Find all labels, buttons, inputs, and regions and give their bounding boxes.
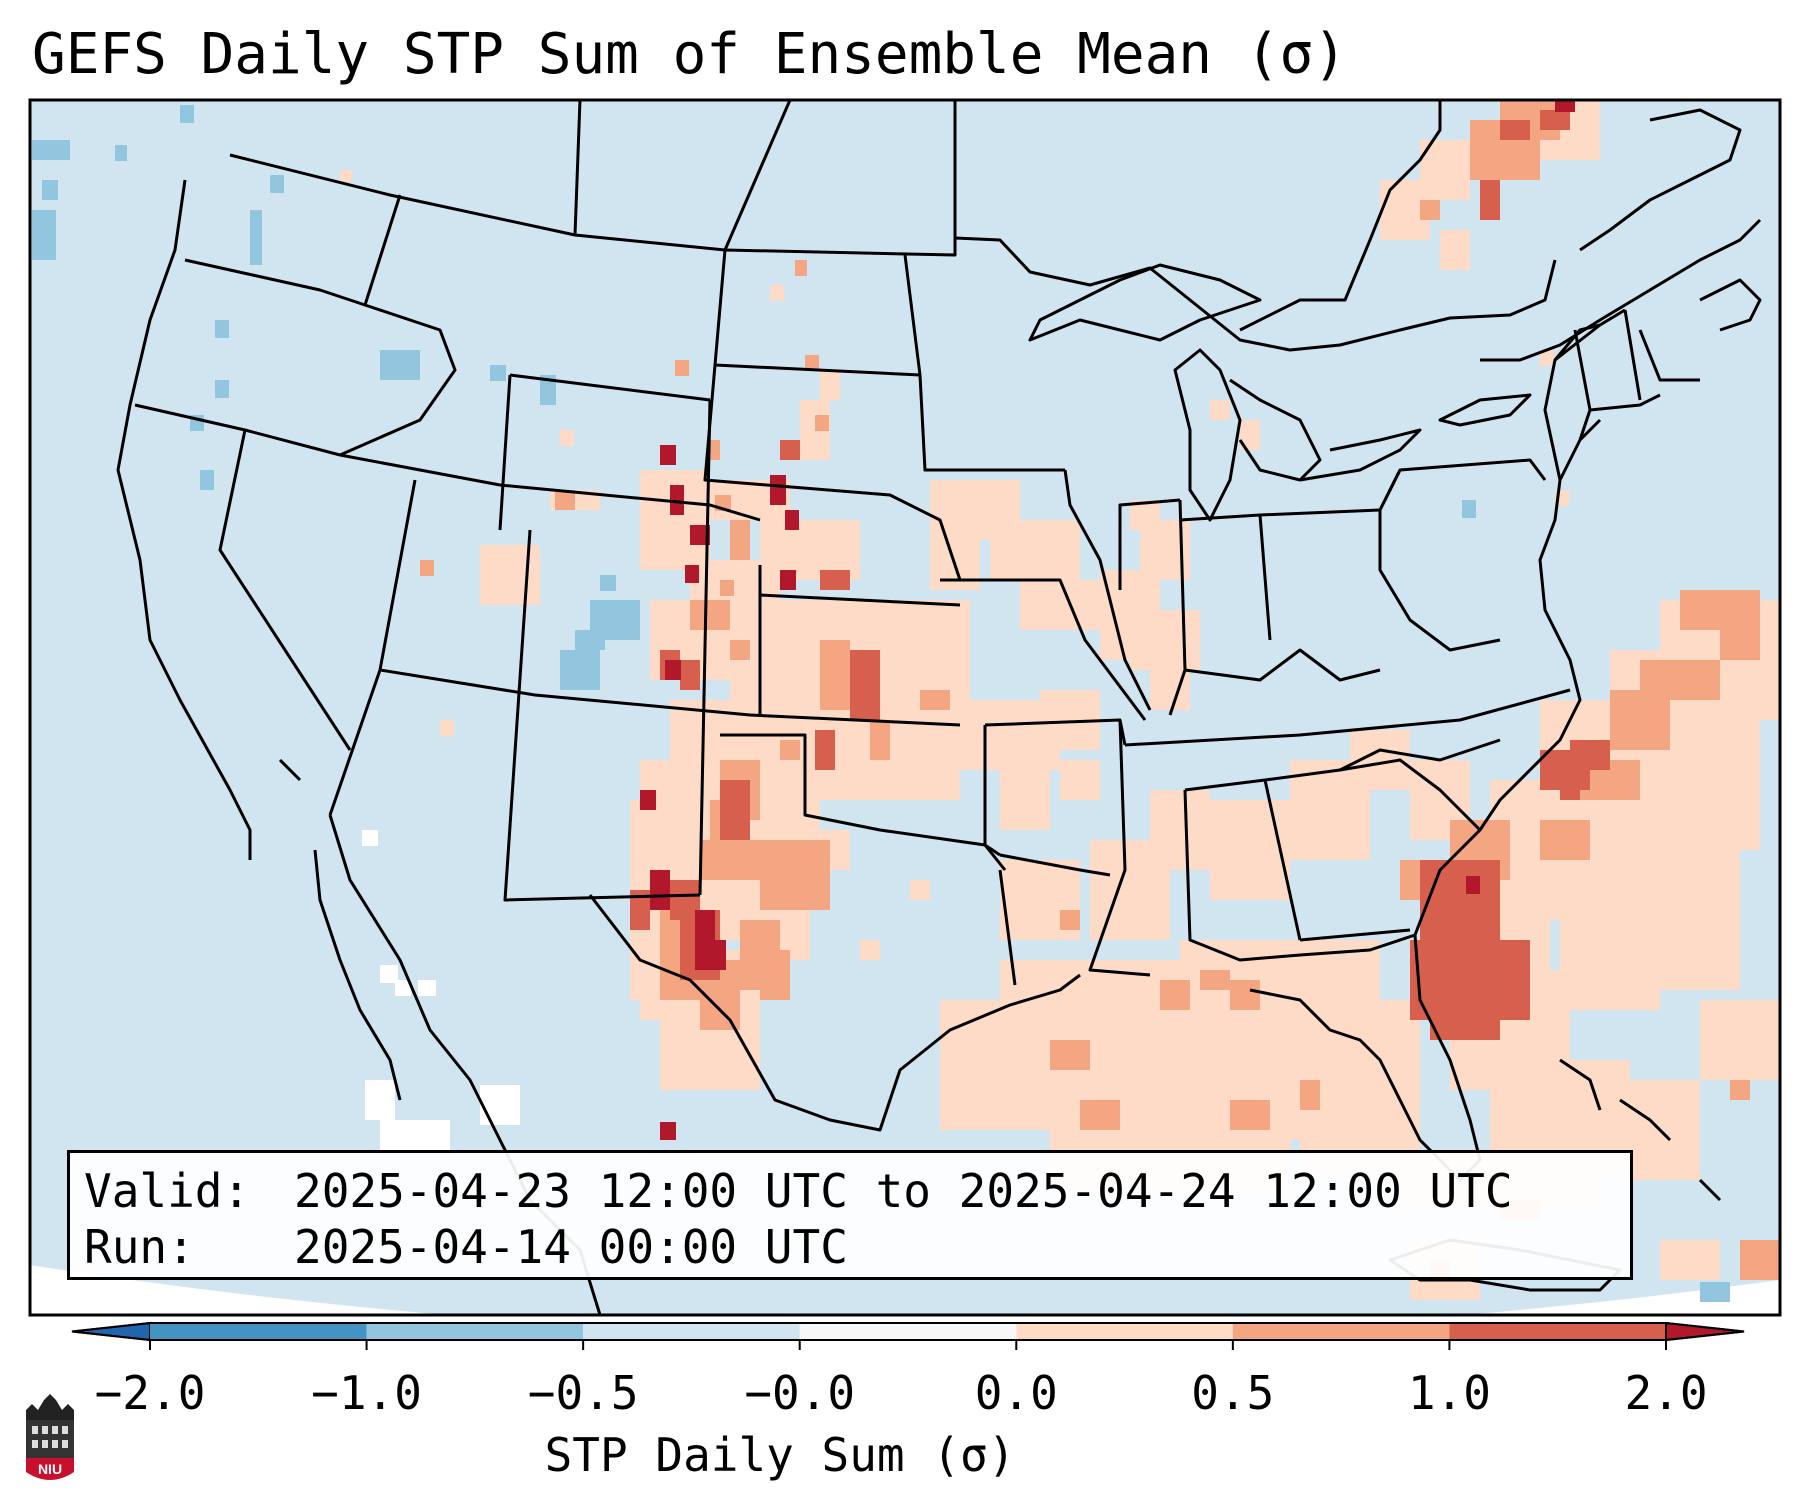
colorbar-tick-label: 1.0 <box>1407 1366 1491 1420</box>
colorbar-segment <box>150 1323 367 1340</box>
colorbar-segment <box>583 1323 800 1340</box>
colorbar-segment <box>366 1323 584 1340</box>
run-value: 2025-04-14 00:00 UTC <box>294 1220 848 1274</box>
colorbar-tick-label: 2.0 <box>1624 1366 1708 1420</box>
colorbar-segment <box>1232 1323 1450 1340</box>
valid-label: Valid: <box>84 1164 251 1218</box>
colorbar-tick-label: −1.0 <box>311 1366 422 1420</box>
map-frame <box>28 98 1782 1317</box>
colorbar-tick-label: 0.0 <box>974 1366 1058 1420</box>
map-title: GEFS Daily STP Sum of Ensemble Mean (σ) <box>32 22 1347 87</box>
colorbar-segment <box>799 1323 1017 1340</box>
svg-text:NIU: NIU <box>38 1461 62 1477</box>
valid-line: Valid: 2025-04-23 12:00 UTC to 2025-04-24… <box>84 1163 1616 1219</box>
colorbar-tick-label: −2.0 <box>94 1366 206 1420</box>
colorbar-tick-label: 0.5 <box>1191 1366 1275 1420</box>
very-high-positive-cells <box>640 100 1575 1140</box>
valid-value: 2025-04-23 12:00 UTC to 2025-04-24 12:00… <box>294 1164 1513 1218</box>
map-field <box>30 100 1780 1315</box>
colorbar-segment <box>1449 1323 1666 1340</box>
niu-logo-icon: NIU <box>26 1394 74 1480</box>
run-line: Run: 2025-04-14 00:00 UTC <box>84 1219 1616 1275</box>
negative-anomaly-cells <box>32 105 1730 1302</box>
high-positive-cells <box>630 110 1610 1040</box>
colorbar-label: STP Daily Sum (σ) <box>544 1428 1016 1482</box>
colorbar <box>71 1321 1745 1350</box>
colorbar-tick-label: −0.5 <box>527 1366 639 1420</box>
colorbar-under-extension <box>71 1321 151 1342</box>
colorbar-tick-label: −0.0 <box>744 1366 856 1420</box>
run-label: Run: <box>84 1220 195 1274</box>
colorbar-over-extension <box>1665 1321 1745 1342</box>
validity-info-box: Valid: 2025-04-23 12:00 UTC to 2025-04-24… <box>67 1150 1633 1280</box>
colorbar-segment <box>1016 1323 1233 1340</box>
state-boundaries <box>116 100 1762 1315</box>
